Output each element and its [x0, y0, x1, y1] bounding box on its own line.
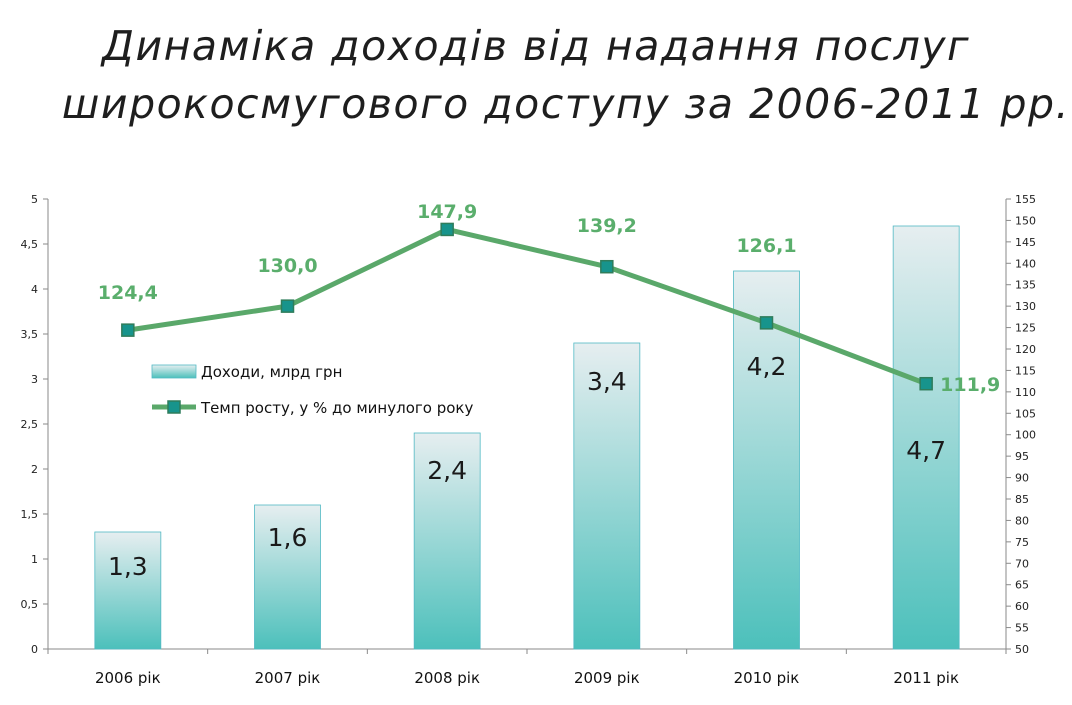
y-left-tick-label: 0: [31, 643, 38, 656]
legend: Доходи, млрд грн Темп росту, у % до мину…: [151, 363, 473, 417]
bar-data-label: 4,2: [747, 352, 787, 381]
x-tick-label: 2009 рік: [574, 669, 640, 687]
legend-bar-label: Доходи, млрд грн: [201, 363, 342, 381]
bar-data-label: 2,4: [427, 456, 467, 485]
bar: [254, 504, 321, 650]
y-right-tick-label: 120: [1015, 343, 1036, 356]
bar-data-label: 1,6: [268, 523, 308, 552]
bar: [733, 270, 800, 650]
y-left-tick-label: 1: [31, 553, 38, 566]
legend-line-label: Темп росту, у % до минулого року: [200, 399, 473, 417]
y-left-tick-label: 0,5: [21, 598, 39, 611]
chart-title-line-2: широкосмугового доступу за 2006-2011 рр.: [61, 80, 1071, 128]
y-right-tick-label: 100: [1015, 429, 1036, 442]
line-series: 124,4 130,0 147,9 139,2 126,1 111,9: [98, 201, 1000, 396]
y-right-tick-label: 110: [1015, 386, 1036, 399]
legend-bar-swatch: [151, 364, 197, 379]
axes: 0 0,5 1 1,5 2 2,5 3 3,5 4 4,5 5 50 55 60 65 70 75 80 85 90 9…: [21, 193, 1037, 687]
y-right-tick-label: 65: [1015, 579, 1029, 592]
y-right-tick-label: 125: [1015, 322, 1036, 335]
bar-series: 1,3 1,6 2,4 3,4 4,2 4,7: [94, 225, 960, 650]
y-right-tick-label: 90: [1015, 472, 1029, 485]
bar-data-label: 4,7: [906, 436, 946, 465]
x-tick-label: 2007 рік: [255, 669, 321, 687]
y-right-tick-label: 95: [1015, 450, 1029, 463]
line-point: [919, 376, 933, 391]
y-right-tick-label: 155: [1015, 193, 1036, 206]
line-data-label: 147,9: [417, 201, 477, 223]
bar: [413, 432, 481, 650]
bar-data-label: 1,3: [108, 552, 148, 581]
y-right-tick-label: 55: [1015, 622, 1029, 635]
line-data-label: 139,2: [577, 215, 637, 237]
x-tick-label: 2008 рік: [414, 669, 480, 687]
y-right-tick-label: 130: [1015, 300, 1036, 313]
y-right-tick-label: 80: [1015, 514, 1029, 527]
chart-title-line-1: Динаміка доходів від надання послуг: [101, 22, 971, 70]
y-left-tick-label: 3,5: [21, 328, 39, 341]
y-right-tick-label: 105: [1015, 407, 1036, 420]
y-right-tick-label: 60: [1015, 600, 1029, 613]
y-left-tick-label: 1,5: [21, 508, 39, 521]
y-right-tick-label: 150: [1015, 214, 1036, 227]
x-tick-label: 2010 рік: [734, 669, 800, 687]
line-point: [600, 259, 614, 274]
bar: [892, 225, 960, 650]
y-right-tick-label: 115: [1015, 364, 1036, 377]
x-tick-label: 2006 рік: [95, 669, 161, 687]
bar: [94, 531, 162, 650]
line-data-label: 124,4: [98, 282, 158, 304]
y-right-tick-label: 135: [1015, 279, 1036, 292]
x-tick-label: 2011 рік: [893, 669, 959, 687]
line-data-label: 111,9: [940, 374, 1000, 396]
y-right-tick-label: 140: [1015, 257, 1036, 270]
y-left-tick-label: 3: [31, 373, 38, 386]
y-right-tick-label: 70: [1015, 557, 1029, 570]
line-point: [280, 299, 295, 313]
y-left-tick-label: 2: [31, 463, 38, 476]
bar: [573, 342, 641, 650]
line-path: [127, 226, 928, 387]
line-point: [121, 323, 135, 337]
line-point: [759, 316, 774, 330]
y-left-tick-label: 4,5: [21, 238, 39, 251]
y-left-tick-label: 4: [31, 283, 38, 296]
y-right-tick-label: 75: [1015, 536, 1029, 549]
legend-line-marker: [167, 400, 181, 414]
y-right-tick-label: 50: [1015, 643, 1029, 656]
bar-data-label: 3,4: [587, 367, 627, 396]
line-data-label: 126,1: [736, 235, 796, 257]
line-data-label: 130,0: [257, 255, 317, 277]
y-right-tick-label: 145: [1015, 236, 1036, 249]
y-left-tick-label: 5: [31, 193, 38, 206]
y-right-tick-label: 85: [1015, 493, 1029, 506]
y-left-tick-label: 2,5: [21, 418, 39, 431]
line-point: [440, 222, 454, 237]
